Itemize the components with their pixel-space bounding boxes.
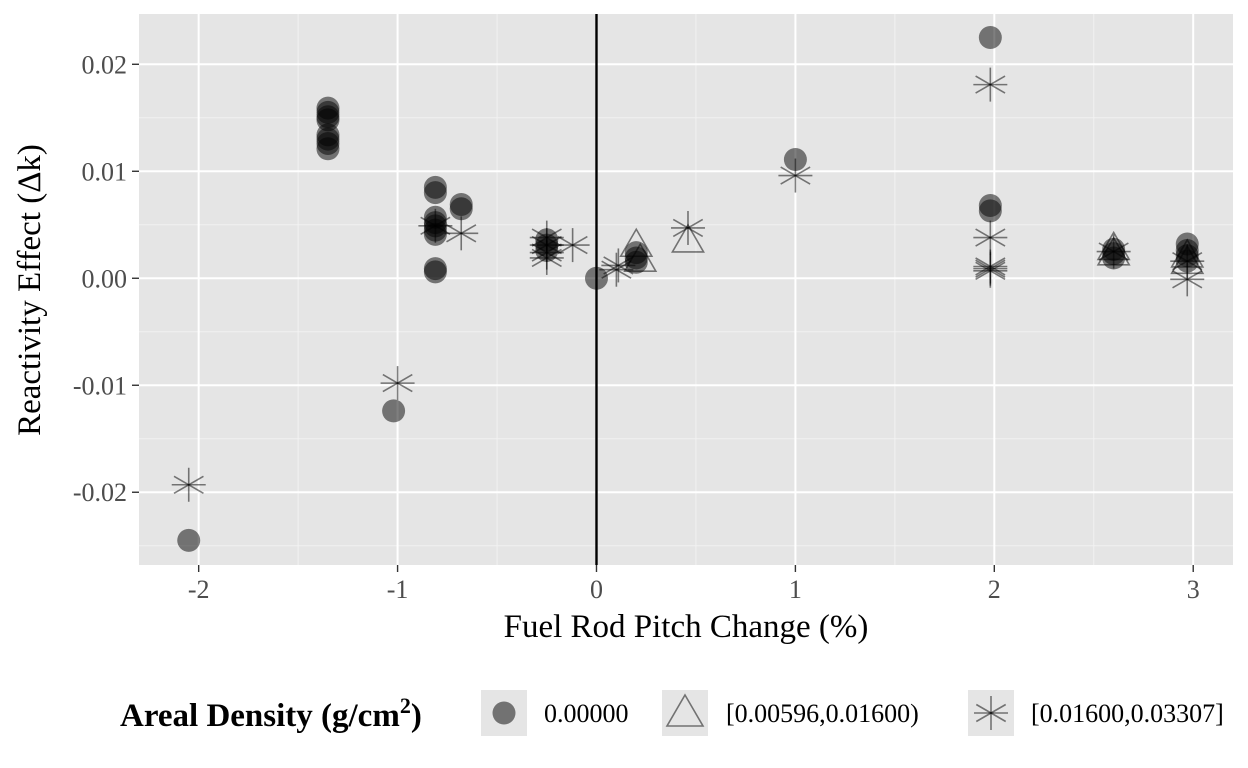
triangle-point (619, 227, 654, 258)
circle-point (177, 528, 201, 552)
asterisk-point (555, 228, 590, 263)
asterisk-point (171, 467, 206, 502)
asterisk-point (601, 248, 636, 283)
y-tick-label: -0.02 (73, 478, 127, 507)
x-tick-label: -1 (387, 575, 409, 604)
circle-point (423, 260, 447, 284)
circle-point (316, 137, 340, 161)
x-tick-label: 0 (590, 575, 603, 604)
data-points (171, 26, 1205, 552)
asterisk-point (778, 158, 813, 193)
asterisk-point (380, 366, 415, 401)
y-tick-label: 0.02 (82, 50, 128, 79)
circle-point (978, 199, 1002, 223)
asterisk-point (973, 67, 1008, 102)
x-tick-label: 3 (1187, 575, 1200, 604)
legend-key-asterisk-icon (974, 696, 1008, 730)
y-axis-ticks: -0.02 -0.01 0.00 0.01 0.02 (73, 50, 139, 507)
legend-label-1: [0.00596,0.01600) (726, 699, 919, 728)
legend-title: Areal Density (g/cm2) (120, 693, 422, 734)
circle-point (423, 181, 447, 205)
x-axis-title: Fuel Rod Pitch Change (%) (504, 609, 869, 645)
asterisk-point (1170, 262, 1205, 297)
circle-point (449, 197, 473, 221)
asterisk-point (973, 220, 1008, 255)
x-tick-label: 2 (988, 575, 1001, 604)
y-axis-title: Reactivity Effect (Δk) (12, 144, 48, 436)
x-tick-label: 1 (789, 575, 802, 604)
y-tick-label: 0.01 (82, 157, 128, 186)
asterisk-point (599, 252, 634, 287)
asterisk-point (444, 216, 479, 251)
legend: Areal Density (g/cm2) 0.00000 [0.00596,0… (120, 690, 1224, 736)
minor-gridlines (139, 14, 1233, 565)
x-axis-ticks: -2 -1 0 1 2 3 (188, 565, 1200, 604)
triangle-point (671, 223, 705, 253)
circle-point (382, 399, 406, 423)
asterisk-point (529, 240, 564, 275)
panel-background (139, 14, 1233, 565)
y-tick-label: -0.01 (73, 371, 127, 400)
asterisk-point (670, 210, 705, 245)
y-tick-label: 0.00 (82, 264, 128, 293)
legend-key-triangle-icon (665, 693, 705, 727)
legend-key-circle-icon (492, 701, 516, 725)
x-tick-label: -2 (188, 575, 210, 604)
legend-key-triangle-bg (662, 690, 708, 736)
legend-label-2: [0.01600,0.03307] (1031, 699, 1224, 728)
legend-label-0: 0.00000 (544, 699, 629, 728)
circle-point (978, 26, 1002, 50)
asterisk-point (973, 253, 1008, 288)
circle-point (584, 266, 608, 290)
asterisk-point (1096, 234, 1131, 269)
